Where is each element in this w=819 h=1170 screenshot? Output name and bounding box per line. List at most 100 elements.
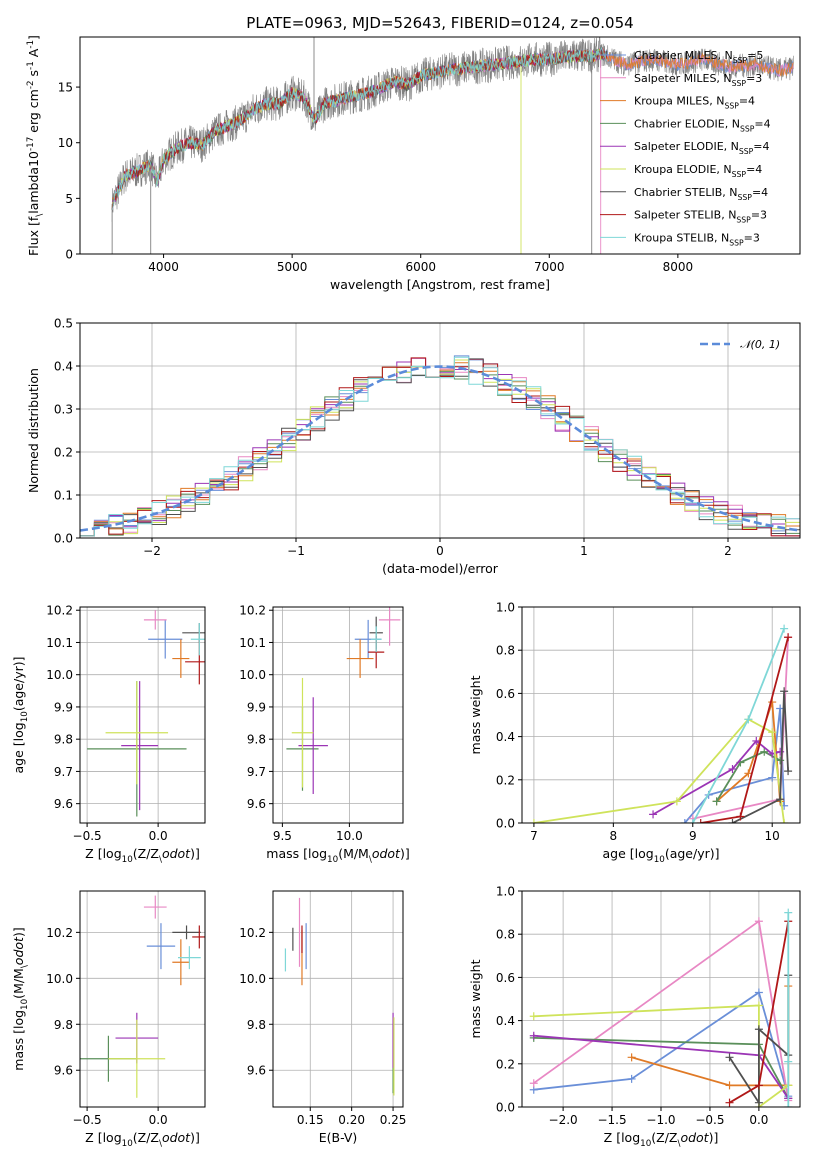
y-tick-label: 9.6 <box>247 1064 266 1078</box>
x-axis-label: Z [log10​(Z/Z\​odot)] <box>604 1130 719 1149</box>
x-tick-label: 0.15 <box>297 1113 324 1127</box>
axes-frame <box>79 36 801 255</box>
text-span: =3 <box>746 72 762 85</box>
x-tick-label: 9.5 <box>273 829 292 843</box>
text-span: )] <box>11 927 26 937</box>
y-axis-label: age [log10​(age/yr)] <box>11 656 30 773</box>
text-span: -2 <box>26 80 36 89</box>
x-tick-label: −1 <box>287 544 305 558</box>
series-point <box>529 1079 538 1088</box>
series-point <box>712 797 721 806</box>
x-tick-label: −0.5 <box>73 1113 102 1127</box>
x-axis-label: Z [log10​(Z/Z\​odot)] <box>85 846 200 865</box>
errorbar-kroupa-stelib <box>178 946 201 970</box>
text-span: age [log <box>602 846 653 861</box>
series-point <box>529 1012 538 1021</box>
text-span: SSP <box>736 216 751 225</box>
x-tick-label: −1.0 <box>646 1113 675 1127</box>
y-tick-label: 9.7 <box>247 765 266 779</box>
x-tick-label: 7 <box>530 829 538 843</box>
text-span: =3 <box>751 209 767 222</box>
x-tick-label: 8 <box>610 829 618 843</box>
text-span: =3 <box>744 231 760 244</box>
y-tick-label: 10.0 <box>46 972 73 986</box>
legend-label-kroupa-elodie: Kroupa ELODIE, NSSP​=4 <box>634 163 762 179</box>
x-tick-label: 0.20 <box>338 1113 365 1127</box>
text-span: =4 <box>752 186 768 199</box>
series-point <box>784 1103 793 1107</box>
plot-content <box>80 355 800 537</box>
x-tick-label: −2 <box>143 544 161 558</box>
series-point <box>760 747 769 756</box>
series-point <box>529 819 538 823</box>
panel-weight_vs_Z: −2.0 −1.5 −1.0 −0.5 0.0 0.0 0.2 0.4 0.6 0.8 1.0 Z [… <box>468 885 801 1149</box>
text-span: SSP <box>738 193 753 202</box>
series-point <box>627 1053 636 1062</box>
series-point <box>780 819 789 823</box>
series-point <box>784 767 793 776</box>
y-tick-label: 10.1 <box>46 636 73 650</box>
series-point <box>529 1031 538 1040</box>
y-tick-label: 9.6 <box>247 797 266 811</box>
x-tick-label: 10 <box>765 829 780 843</box>
errorbar-kroupa-miles <box>172 639 190 678</box>
text-span: 10 <box>122 1139 133 1149</box>
series-point <box>768 728 777 737</box>
errorbar-kroupa-miles <box>346 639 374 678</box>
text-span: E(B-V) <box>319 1130 358 1145</box>
text-span: (M/M <box>11 968 26 999</box>
errorbar-chabrier-miles <box>148 619 183 659</box>
text-span: 10 <box>654 855 665 865</box>
y-tick-label: 9.8 <box>247 733 266 747</box>
y-tick-label: 0.5 <box>54 317 73 331</box>
text-span: mass [log <box>11 1010 26 1071</box>
x-tick-label: −0.5 <box>695 1113 724 1127</box>
y-tick-label: 10.0 <box>239 668 266 682</box>
plot-area <box>80 607 205 823</box>
y-tick-label: 9.8 <box>247 1018 266 1032</box>
series-point <box>752 736 761 745</box>
x-tick-label: 5000 <box>277 260 308 274</box>
text-span: -17 <box>26 137 36 151</box>
chart-title: PLATE=0963, MJD=52643, FIBERID=0124, z=0… <box>246 14 633 32</box>
plot-content <box>529 908 793 1107</box>
x-tick-label: 6000 <box>405 260 436 274</box>
text-span: \ <box>35 214 45 217</box>
errorbar-kroupa-stelib <box>370 626 382 653</box>
errorbar-salpeter-elodie <box>298 697 328 794</box>
series-kroupa-stelib <box>688 624 789 823</box>
text-span: Z [log <box>85 846 121 861</box>
panel-spectrum: 4000 5000 6000 7000 8000 0 5 10 15 wavelength [An… <box>26 35 801 292</box>
plot-area <box>80 891 205 1107</box>
text-span: wavelength [Angstrom, rest frame] <box>330 277 550 292</box>
series-point <box>754 917 763 926</box>
text-span: mass [log <box>266 846 327 861</box>
legend-label-chabrier-stelib: Chabrier STELIB, NSSP​=4 <box>634 186 768 202</box>
y-tick-label: 9.8 <box>54 733 73 747</box>
text-span: Kroupa MILES, N <box>634 95 724 108</box>
plot-content <box>111 37 794 254</box>
legend-label-salpeter-stelib: Salpeter STELIB, NSSP​=3 <box>634 209 767 225</box>
y-tick-label: 1.0 <box>496 885 515 899</box>
text-span: Normed distribution <box>26 368 41 493</box>
series-line <box>533 991 790 1097</box>
x-axis-label: E(B-V) <box>319 1130 358 1145</box>
series-point <box>784 633 793 642</box>
errorbar-chabrier-miles <box>146 923 176 970</box>
text-span: mass weight <box>468 959 483 1038</box>
y-tick-label: 10.0 <box>46 668 73 682</box>
legend-label-salpeter-elodie: Salpeter ELODIE, NSSP​=4 <box>634 140 770 156</box>
text-span: Salpeter STELIB, N <box>634 209 736 222</box>
series-point <box>725 1098 734 1107</box>
text-span: 10 <box>20 999 30 1010</box>
y-tick-label: 0.6 <box>496 971 515 985</box>
y-tick-label: 10.0 <box>239 972 266 986</box>
y-tick-label: 0.3 <box>54 403 73 417</box>
normal-curve <box>80 365 800 532</box>
series-point <box>672 797 681 806</box>
plot-content <box>529 624 793 823</box>
x-tick-label: −1.5 <box>597 1113 626 1127</box>
y-tick-label: 9.7 <box>54 765 73 779</box>
series-line <box>732 691 789 823</box>
text-span: Salpeter MILES, N <box>634 72 732 85</box>
